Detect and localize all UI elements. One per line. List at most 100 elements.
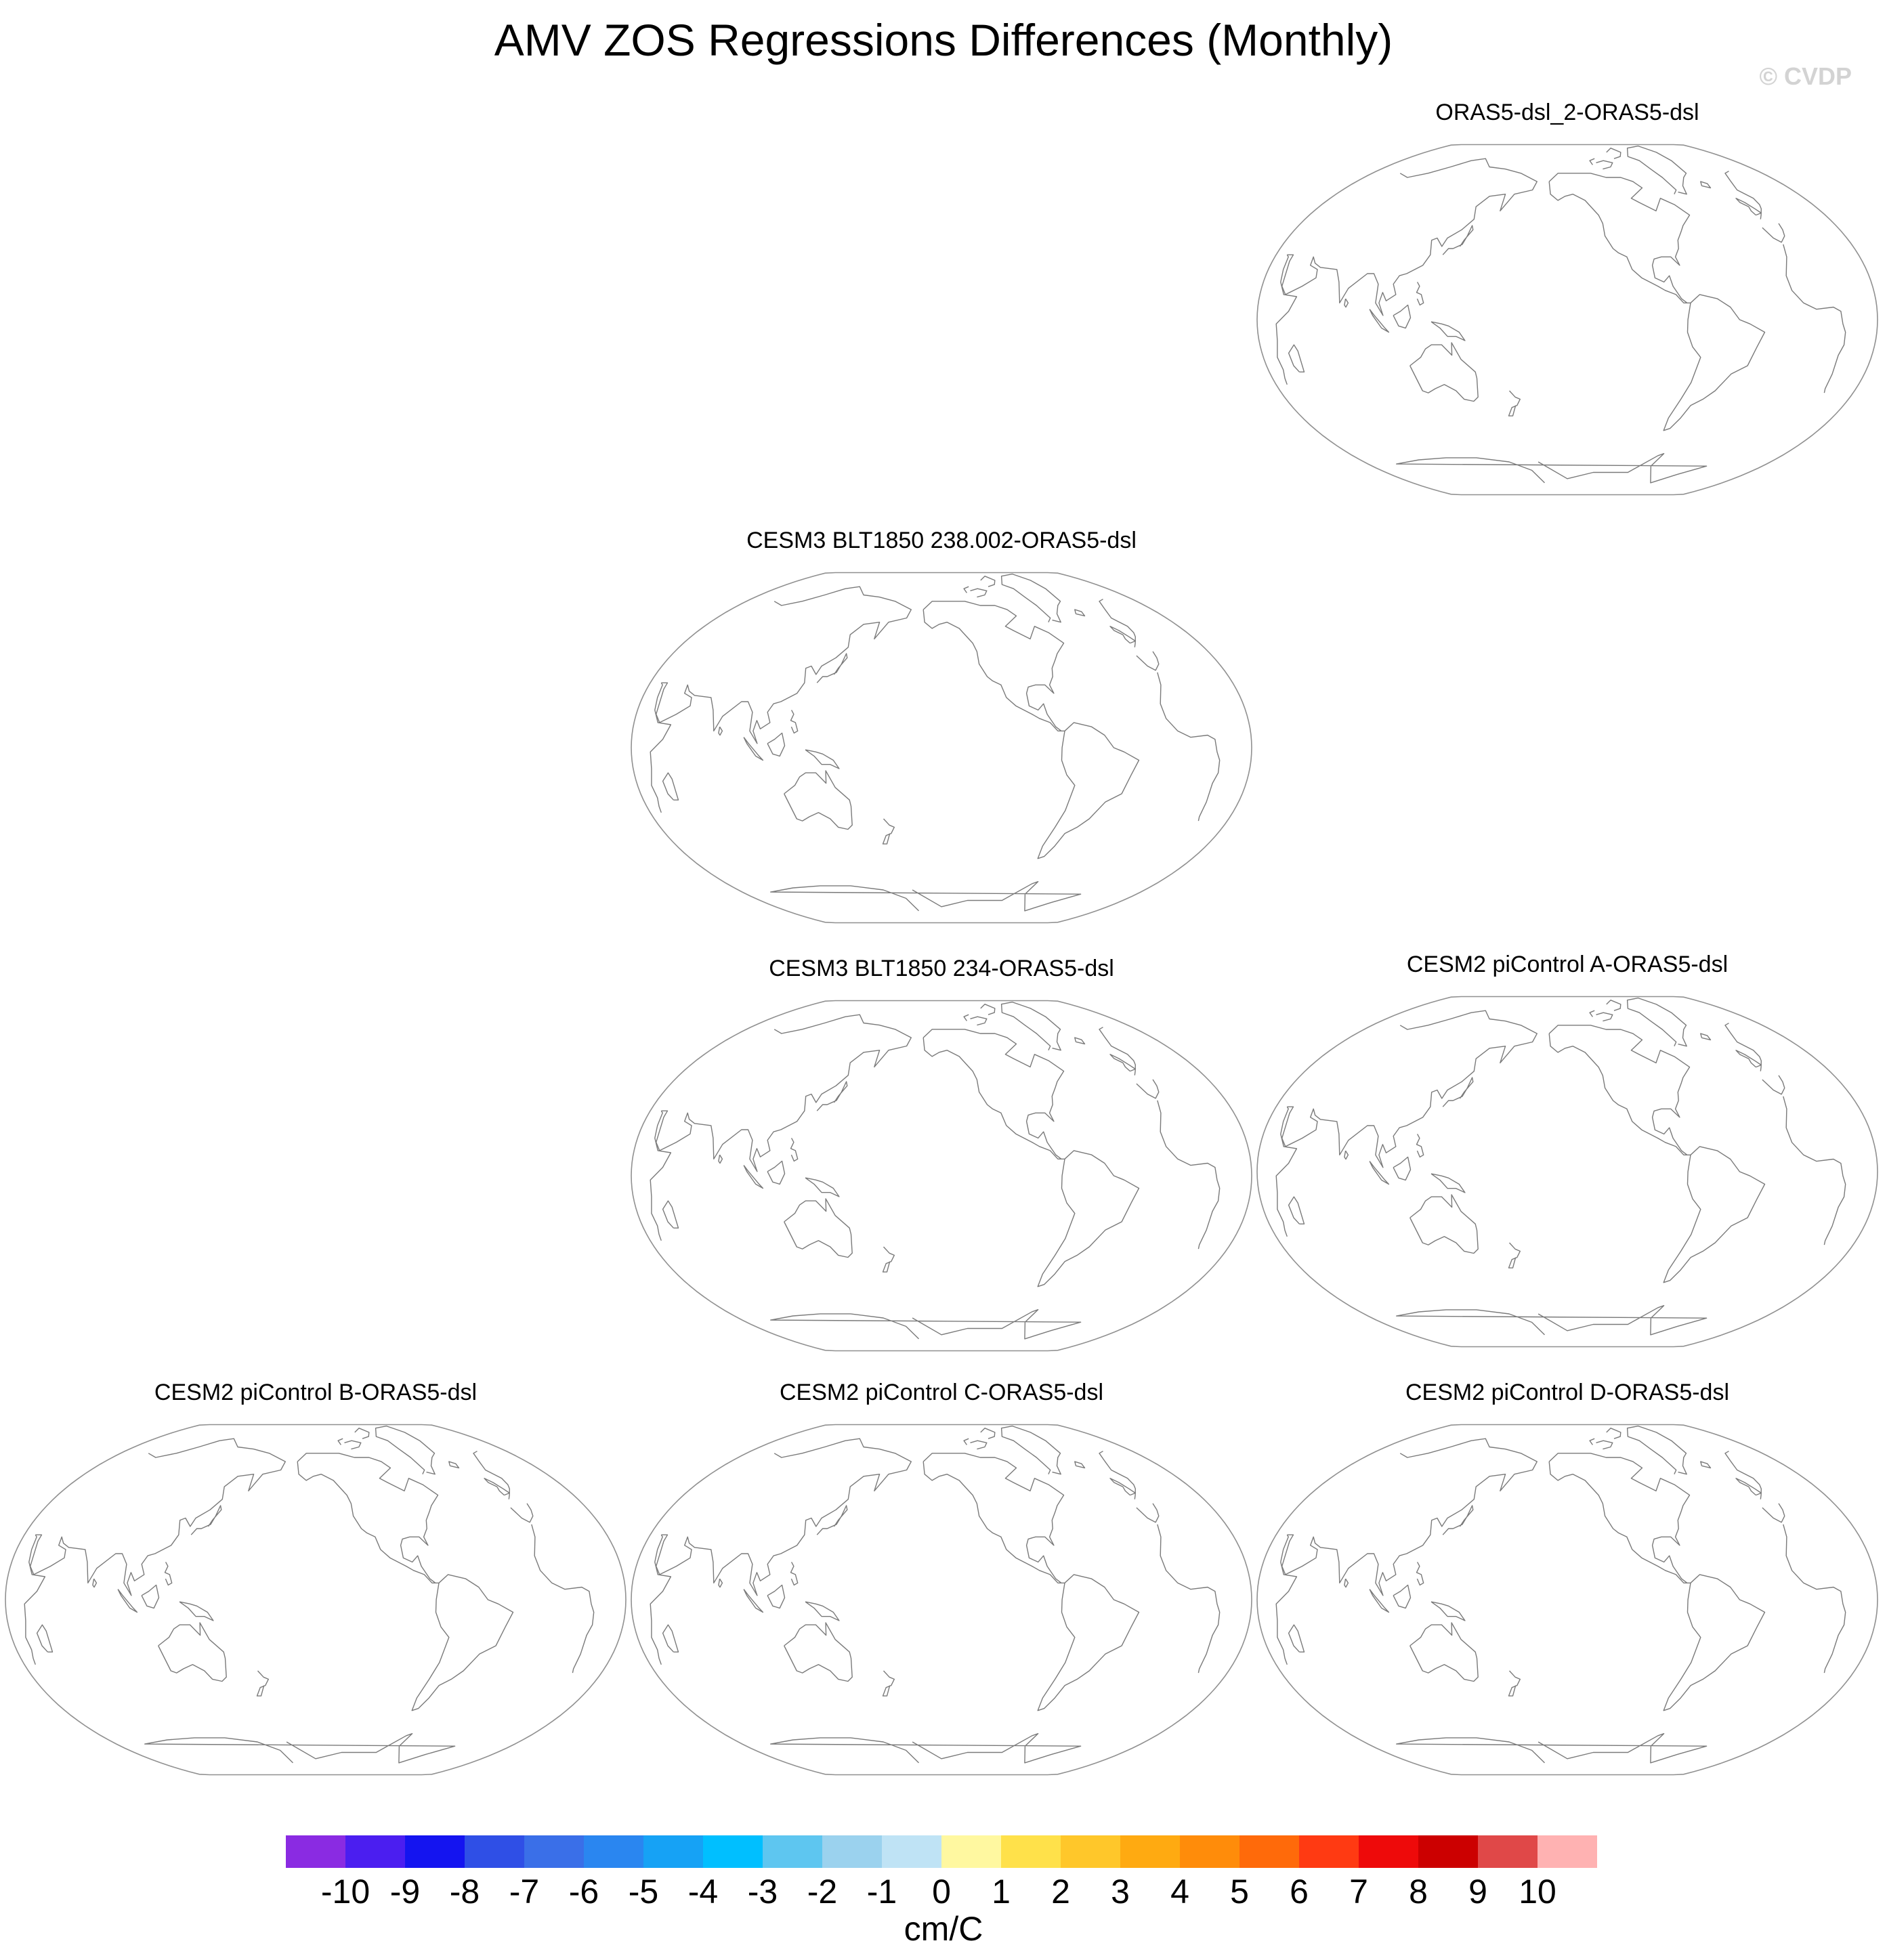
- coastline: [1762, 1075, 1785, 1095]
- coastline: [662, 1200, 679, 1229]
- coastline: [1109, 1054, 1136, 1072]
- map-border: [1256, 1424, 1878, 1776]
- map-border: [631, 1000, 1252, 1352]
- coastline: [980, 1004, 996, 1015]
- coastline: [743, 1165, 764, 1189]
- colorbar-swatch: [1180, 1835, 1239, 1868]
- coastline: [970, 1440, 988, 1450]
- coastline: [718, 1154, 723, 1164]
- coastline: [473, 1451, 510, 1499]
- coastline: [1700, 1033, 1712, 1041]
- coastline: [662, 772, 679, 801]
- coastline: [882, 1246, 895, 1273]
- coastline: [1275, 1534, 1298, 1665]
- coastline: [1109, 626, 1136, 644]
- coastline: [1508, 1242, 1521, 1269]
- coastline: [1416, 282, 1424, 306]
- colorbar-tick-label: -6: [568, 1873, 599, 1911]
- coastline: [743, 737, 764, 761]
- coastline: [769, 1309, 1082, 1340]
- colorbar-tick-label: -5: [628, 1873, 659, 1911]
- world-map: [1256, 1424, 1878, 1776]
- colorbar-tick-label: 4: [1170, 1873, 1189, 1911]
- panel-title: CESM2 piControl D-ORAS5-dsl: [1405, 1380, 1730, 1405]
- coastline: [1548, 1453, 1691, 1584]
- panel-title: CESM2 piControl A-ORAS5-dsl: [1406, 952, 1729, 977]
- coastline: [656, 1438, 912, 1596]
- world-map: [1256, 144, 1878, 496]
- map-panel: CESM3 BLT1850 234-ORAS5-dsl: [630, 951, 1253, 1384]
- coastline: [1344, 1150, 1349, 1160]
- coastline: [1393, 1584, 1412, 1609]
- colorbar-swatch: [286, 1835, 345, 1868]
- world-map: [1256, 996, 1878, 1348]
- coastline: [375, 1425, 436, 1475]
- colorbar-units: cm/C: [904, 1910, 983, 1948]
- coastline: [1395, 1305, 1708, 1336]
- coastline: [1074, 1461, 1086, 1469]
- coastline: [1724, 171, 1762, 219]
- coastline: [650, 1534, 672, 1665]
- coastline: [963, 1014, 969, 1021]
- coastline: [980, 1428, 996, 1439]
- coastline: [1762, 1503, 1785, 1523]
- coastline: [1416, 1562, 1424, 1586]
- coastline: [1606, 1428, 1621, 1439]
- colorbar-tick-label: 0: [932, 1873, 951, 1911]
- coastline: [411, 1574, 514, 1711]
- coastline: [656, 586, 912, 744]
- coastline: [1442, 225, 1474, 255]
- coastline: [1626, 145, 1687, 195]
- map-border: [5, 1424, 627, 1776]
- colorbar-tick-label: 8: [1409, 1873, 1428, 1911]
- map-panel: ORAS5-dsl_2-ORAS5-dsl: [1256, 95, 1879, 528]
- colorbar-swatch: [1120, 1835, 1180, 1868]
- coastline: [1344, 1578, 1349, 1588]
- coastline: [816, 1081, 848, 1111]
- colorbar-swatch: [465, 1835, 524, 1868]
- coastline: [158, 1622, 227, 1682]
- map-border: [631, 1424, 1252, 1776]
- coastline: [1000, 1001, 1061, 1051]
- colorbar-tick-label: -8: [449, 1873, 480, 1911]
- colorbar-tick-label: -3: [747, 1873, 778, 1911]
- coastline: [1735, 1050, 1762, 1068]
- coastline: [923, 1029, 1065, 1160]
- colorbar-swatch: [882, 1835, 941, 1868]
- cvdp-watermark: © CVDP: [1759, 62, 1852, 90]
- world-map: [631, 1424, 1252, 1776]
- coastline: [784, 770, 853, 830]
- map-border: [1256, 996, 1878, 1348]
- coastline: [1288, 1196, 1305, 1224]
- coastline: [1275, 1106, 1298, 1237]
- colorbar-tick-label: 10: [1519, 1873, 1556, 1911]
- coastline: [1288, 1624, 1305, 1653]
- coastline: [354, 1428, 370, 1439]
- colorbar-swatch: [703, 1835, 763, 1868]
- coastline: [769, 1733, 1082, 1764]
- coastline: [1724, 1451, 1762, 1499]
- coastline: [531, 1524, 595, 1674]
- coastline: [256, 1670, 269, 1697]
- colorbar-tick-label: 2: [1051, 1873, 1070, 1911]
- coastline: [1626, 1425, 1687, 1475]
- panel-title: CESM2 piControl C-ORAS5-dsl: [779, 1380, 1104, 1405]
- coastline: [790, 1138, 799, 1162]
- colorbar-tick-label: -10: [320, 1873, 370, 1911]
- coastline: [743, 1589, 764, 1613]
- coastline: [1735, 1478, 1762, 1496]
- coastline: [1548, 1025, 1691, 1156]
- coastline: [1281, 1438, 1538, 1596]
- coastline: [1395, 453, 1708, 484]
- coastline: [963, 586, 969, 593]
- colorbar-swatch: [405, 1835, 465, 1868]
- coastline: [805, 1601, 840, 1621]
- coastline: [1442, 1077, 1474, 1107]
- coastline: [1037, 1150, 1140, 1287]
- coastline: [1136, 1079, 1160, 1099]
- coastline: [1409, 1622, 1479, 1682]
- coastline: [882, 818, 895, 845]
- coastline: [784, 1198, 853, 1258]
- map-border: [631, 572, 1252, 924]
- coastline: [1275, 254, 1298, 385]
